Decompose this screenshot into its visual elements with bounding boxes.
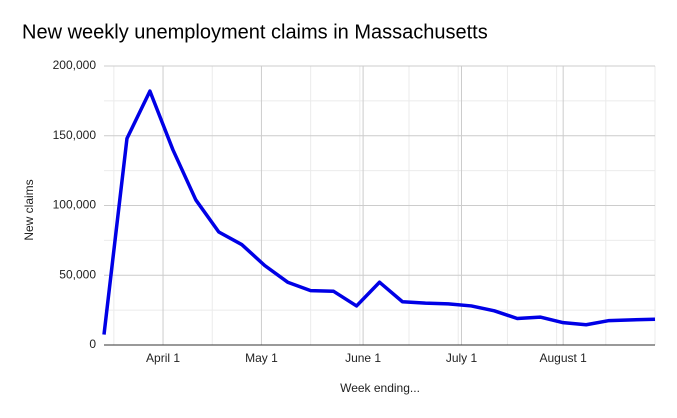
x-tick-label: May 1 xyxy=(245,351,278,365)
x-tick-label: June 1 xyxy=(345,351,381,365)
y-axis-label: New claims xyxy=(22,179,36,240)
y-tick-label: 100,000 xyxy=(53,198,97,212)
x-axis-label: Week ending... xyxy=(340,381,420,395)
chart-title: New weekly unemployment claims in Massac… xyxy=(22,21,488,43)
x-tick-label: July 1 xyxy=(446,351,478,365)
y-tick-label: 0 xyxy=(89,337,96,351)
x-tick-label: August 1 xyxy=(539,351,587,365)
y-tick-label: 50,000 xyxy=(59,267,96,281)
y-tick-label: 150,000 xyxy=(53,128,97,142)
x-tick-label: April 1 xyxy=(146,351,180,365)
y-tick-label: 200,000 xyxy=(53,58,97,72)
data-line xyxy=(102,89,656,335)
